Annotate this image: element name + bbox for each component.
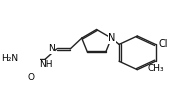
Text: O: O	[28, 72, 35, 82]
Text: CH₃: CH₃	[148, 64, 165, 73]
Text: N: N	[48, 44, 55, 53]
Text: H₂N: H₂N	[1, 54, 18, 63]
Text: NH: NH	[39, 60, 52, 69]
Text: N: N	[108, 33, 116, 43]
Text: Cl: Cl	[159, 39, 168, 49]
